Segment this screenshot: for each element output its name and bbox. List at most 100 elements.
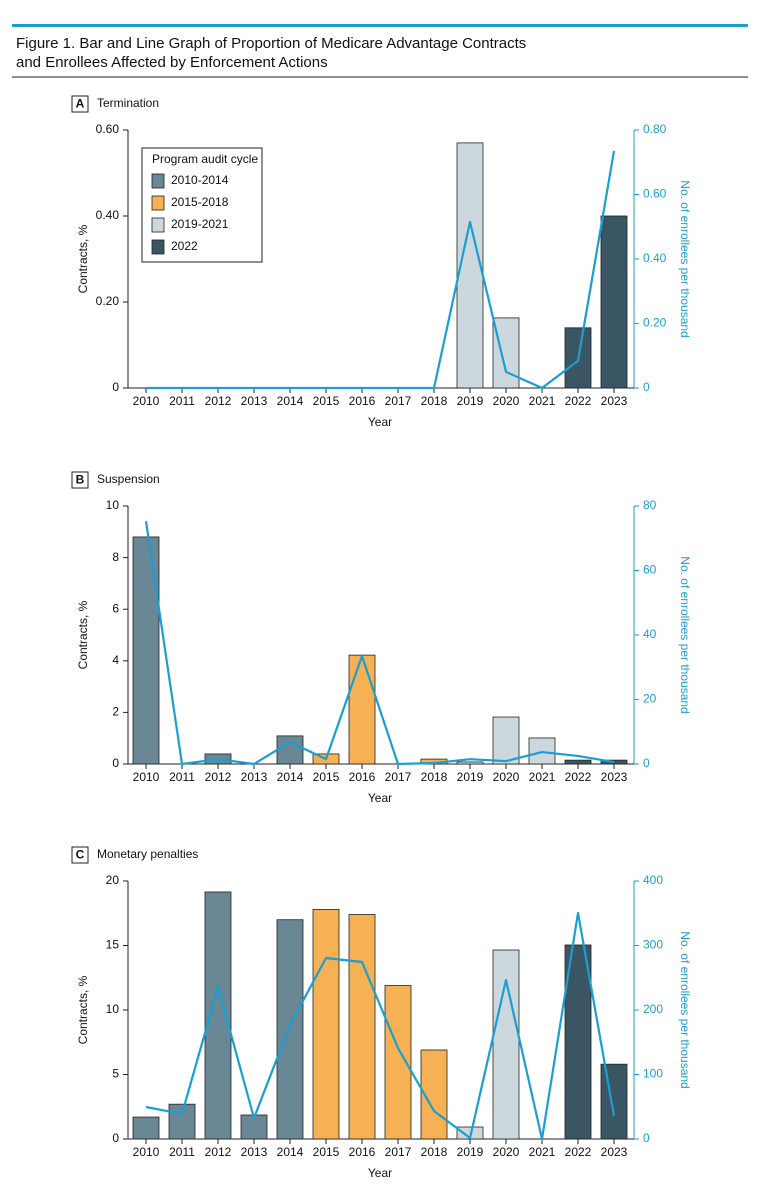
bar [564,944,592,1140]
y-tick-label: 15 [106,938,120,952]
x-tick-label: 2021 [529,1145,556,1159]
x-tick-label: 2023 [601,394,628,408]
y-tick-label: 0 [112,380,119,394]
y-tick-label: 20 [106,873,120,887]
y2-tick-label: 60 [643,563,657,577]
y-tick-label: 0.40 [96,208,120,222]
x-tick-label: 2017 [385,770,412,784]
x-tick-label: 2014 [277,770,304,784]
x-tick-label: 2013 [241,394,268,408]
x-tick-label: 2011 [169,394,195,408]
bar [600,1063,628,1140]
y-tick-label: 0 [112,1131,119,1145]
figure-title: and Enrollees Affected by Enforcement Ac… [16,54,328,71]
y2-tick-label: 0.60 [643,187,667,201]
y-tick-label: 0.60 [96,122,120,136]
bar [348,654,376,765]
panel-letter-box [71,471,89,489]
y2-axis-label: No. of enrollees per thousand [678,931,692,1088]
y2-tick-label: 400 [643,873,663,887]
x-axis-label: Year [368,415,392,429]
x-tick-label: 2013 [241,1145,268,1159]
y2-tick-label: 0.80 [643,122,667,136]
x-tick-label: 2022 [565,1145,592,1159]
bar [132,536,160,765]
panel-letter: A [76,97,85,111]
bar [492,949,520,1140]
legend-swatch [151,173,165,189]
x-tick-label: 2015 [313,1145,340,1159]
y2-tick-label: 0 [643,380,650,394]
x-tick-label: 2019 [457,1145,484,1159]
legend-label: 2022 [171,239,198,253]
y-tick-label: 5 [112,1067,119,1081]
x-tick-label: 2022 [565,394,592,408]
x-tick-label: 2018 [421,394,448,408]
legend-title: Program audit cycle [152,152,258,166]
y2-tick-label: 40 [643,627,657,641]
x-tick-label: 2011 [169,1145,195,1159]
x-axis-label: Year [368,791,392,805]
y-tick-label: 10 [106,498,120,512]
bar [564,759,592,765]
x-tick-label: 2016 [349,394,376,408]
enrollee-line [144,520,615,766]
y-tick-label: 4 [112,653,119,667]
y2-tick-label: 0.40 [643,251,667,265]
x-tick-label: 2023 [601,770,628,784]
x-tick-label: 2012 [205,1145,232,1159]
bar [276,735,304,765]
bar [132,1116,160,1140]
x-tick-label: 2021 [529,394,556,408]
y2-tick-label: 200 [643,1002,663,1016]
y-axis-label: Contracts, % [76,600,90,669]
y-axis-label: Contracts, % [76,224,90,293]
panel-letter: C [76,848,85,862]
x-tick-label: 2010 [133,394,160,408]
y2-axis-label: No. of enrollees per thousand [678,556,692,713]
x-tick-label: 2015 [313,770,340,784]
panel-title: Monetary penalties [97,847,198,861]
x-tick-label: 2010 [133,1145,160,1159]
panel-title: Suspension [97,472,160,486]
x-tick-label: 2019 [457,394,484,408]
enrollee-line [146,150,616,390]
legend-label: 2015-2018 [171,195,229,209]
legend-swatch [151,217,165,233]
x-tick-label: 2020 [493,394,520,408]
y2-tick-label: 0 [643,756,650,770]
bar [492,716,520,765]
x-tick-label: 2021 [529,770,556,784]
top-rule [12,24,748,27]
x-tick-label: 2017 [385,394,412,408]
y2-tick-label: 100 [643,1067,663,1081]
bar [456,761,484,765]
bar [348,914,376,1140]
panel-title: Termination [97,96,159,110]
x-tick-label: 2012 [205,770,232,784]
legend-swatch [151,195,165,211]
x-tick-label: 2018 [421,1145,448,1159]
y2-axis-label: No. of enrollees per thousand [678,180,692,337]
x-tick-label: 2014 [277,1145,304,1159]
y-tick-label: 8 [112,550,119,564]
x-tick-label: 2020 [493,770,520,784]
y-tick-label: 0 [112,756,119,770]
panel-letter-box [71,846,89,864]
y-axis-label: Contracts, % [76,975,90,1044]
x-tick-label: 2020 [493,1145,520,1159]
y-tick-label: 6 [112,601,119,615]
x-tick-label: 2014 [277,394,304,408]
bar [168,1103,196,1140]
x-tick-label: 2023 [601,1145,628,1159]
bar [600,215,628,389]
x-tick-label: 2017 [385,1145,412,1159]
bar [492,317,520,389]
panel-letter: B [76,473,85,487]
x-tick-label: 2012 [205,394,232,408]
x-axis-label: Year [368,1166,392,1180]
x-tick-label: 2016 [349,1145,376,1159]
figure-title: Figure 1. Bar and Line Graph of Proporti… [16,35,526,52]
